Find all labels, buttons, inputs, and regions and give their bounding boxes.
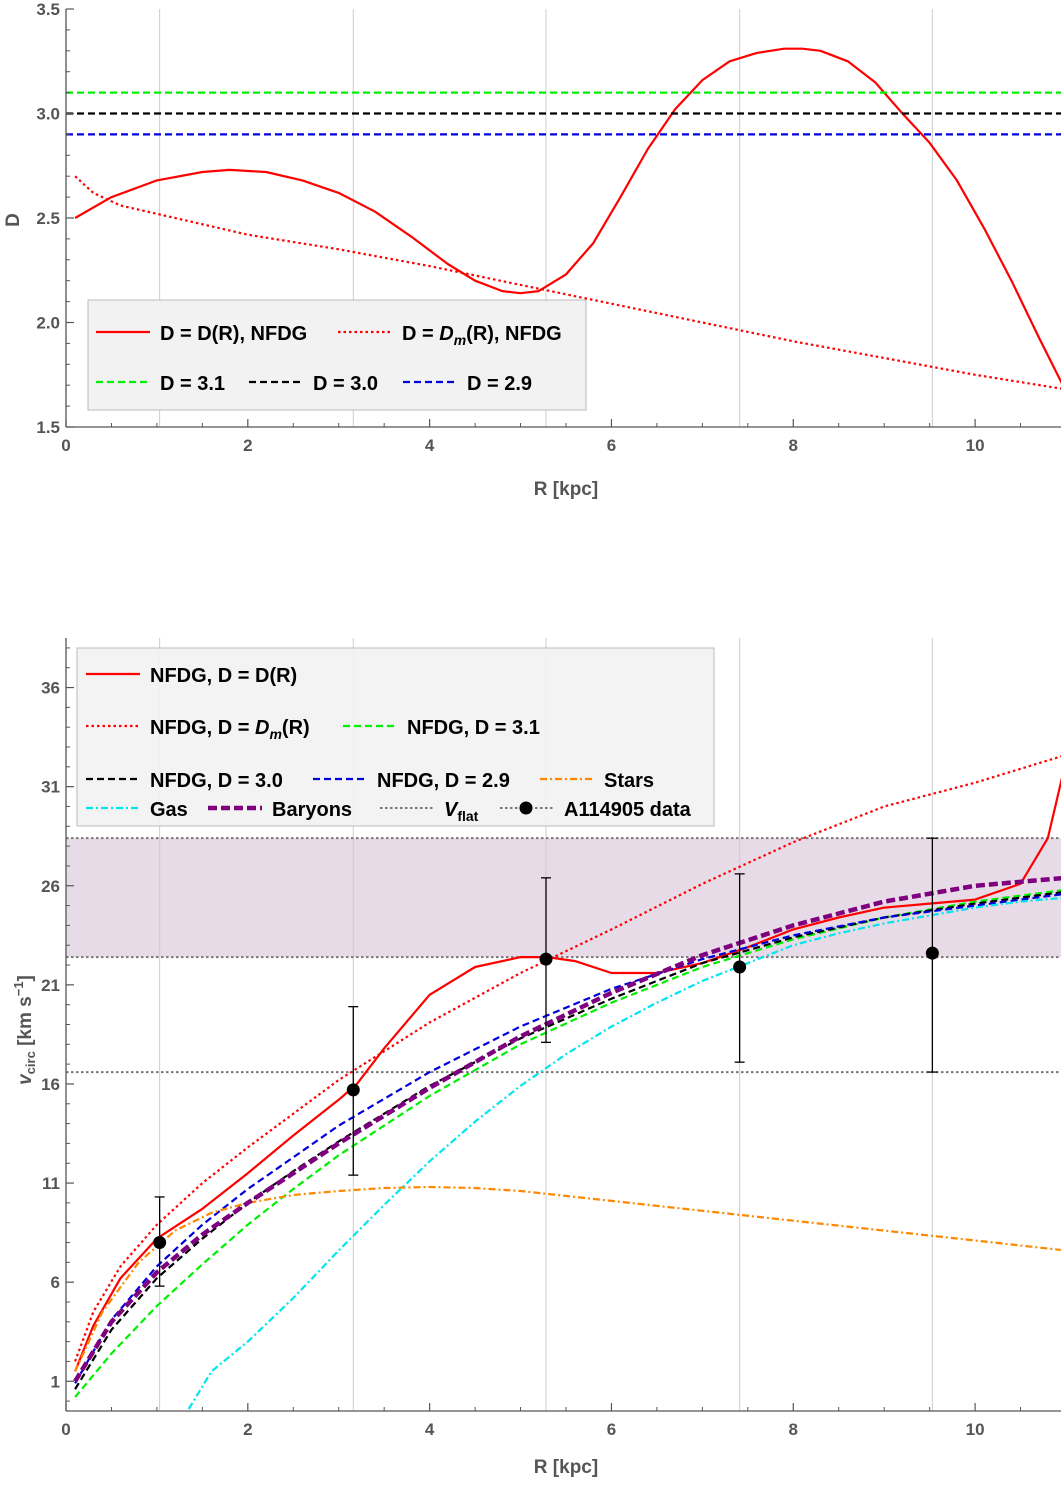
- legend-item-nfdg-2-9: NFDG, D = 2.9: [313, 770, 510, 792]
- vflat-band-fill: [66, 838, 1061, 958]
- x-tick-label: 6: [607, 436, 616, 455]
- y-tick-label: 6: [51, 1273, 60, 1292]
- legend-label: D = 3.1: [160, 373, 225, 395]
- legend-item-baryons: Baryons: [208, 799, 352, 821]
- x-tick-label: 6: [607, 1420, 616, 1439]
- series-baryons: [73, 875, 1061, 1383]
- d-profile-chart: 0 2 4 6 8 10 1.5 2.0 2.5 3.0 3.5 R [kpc] D D = D(R…: [3, 0, 1061, 500]
- data-point: [925, 946, 939, 960]
- y-tick-label: 11: [42, 1174, 60, 1193]
- y-tick-label: 1: [51, 1372, 60, 1391]
- y-axis-label: vcirc [km s−1]: [11, 975, 38, 1085]
- legend-item-d-2-9: D = 2.9: [403, 373, 532, 395]
- series-gas: [187, 896, 1061, 1410]
- y-tick-label: 21: [41, 976, 60, 995]
- x-tick-label: 0: [61, 1420, 70, 1439]
- series-d-d-r-nfdg: [74, 47, 1061, 384]
- legend-item-vflat: Vflat: [380, 799, 479, 824]
- x-tick-label: 8: [789, 1420, 798, 1439]
- legend-label: NFDG, D = 2.9: [377, 770, 510, 792]
- y-tick-label: 2.0: [36, 314, 60, 333]
- series-nfdg-d-3-1: [74, 889, 1061, 1398]
- x-tick-label: 8: [789, 436, 798, 455]
- data-points: [153, 837, 939, 1287]
- y-tick-label: 36: [41, 679, 60, 698]
- series-stars: [74, 1185, 1061, 1372]
- legend-label: D = Dm(R), NFDG: [402, 323, 562, 348]
- series-nfdg-d-3-0: [74, 891, 1061, 1390]
- legend-label: A114905 data: [564, 799, 692, 821]
- data-point: [153, 1236, 167, 1250]
- legend-item-nfdg-3-1: NFDG, D = 3.1: [343, 717, 540, 739]
- legend-box: [76, 647, 715, 827]
- legend-label: Gas: [150, 799, 188, 821]
- x-tick-label: 2: [243, 436, 252, 455]
- legend-item-gas: Gas: [86, 799, 188, 821]
- x-tick-label: 2: [243, 1420, 252, 1439]
- legend-label: NFDG, D = D(R): [150, 665, 297, 687]
- series-d-d-m-r-nfdg: [74, 175, 1061, 390]
- legend-item-d-3-1: D = 3.1: [96, 373, 225, 395]
- legend-item-d-m: D = Dm(R), NFDG: [338, 323, 562, 348]
- series-nfdg-d-d-m-r: [74, 755, 1061, 1362]
- x-tick-label: 0: [61, 436, 70, 455]
- legend-label: NFDG, D = 3.1: [407, 717, 540, 739]
- legend-box: [87, 299, 587, 411]
- x-tick-label: 4: [425, 436, 435, 455]
- series-nfdg-d-2-9: [74, 893, 1061, 1384]
- y-tick-label: 26: [41, 877, 60, 896]
- legend-label: Stars: [604, 770, 654, 792]
- x-tick-label: 10: [966, 436, 985, 455]
- y-tick-label: 3.5: [36, 0, 60, 19]
- legend: D = D(R), NFDG D = Dm(R), NFDG D = 3.1 D…: [87, 299, 587, 411]
- y-tick-label: 16: [41, 1075, 60, 1094]
- y-tick-label: 31: [41, 778, 60, 797]
- legend-label: Vflat: [444, 799, 479, 824]
- legend-label: Baryons: [272, 799, 352, 821]
- legend: NFDG, D = D(R) NFDG, D = Dm(R) NFDG, D =…: [76, 647, 715, 827]
- plot-lines: [66, 47, 1061, 390]
- legend-item-d-r: D = D(R), NFDG: [96, 323, 307, 345]
- legend-label: NFDG, D = 3.0: [150, 770, 283, 792]
- legend-item-nfdg-d-m: NFDG, D = Dm(R): [86, 717, 310, 742]
- axes: 0 2 4 6 8 10 1.5 2.0 2.5 3.0 3.5: [36, 0, 1061, 455]
- vflat-band: [66, 838, 1061, 958]
- x-tick-label: 4: [425, 1420, 435, 1439]
- y-tick-label: 1.5: [36, 418, 60, 437]
- y-tick-label: 3.0: [36, 105, 60, 124]
- y-tick-label: 2.5: [36, 209, 60, 228]
- legend-item-stars: Stars: [540, 770, 654, 792]
- x-axis-label: R [kpc]: [534, 1457, 598, 1478]
- legend-item-d-3-0: D = 3.0: [249, 373, 378, 395]
- y-axis-label: D: [3, 213, 24, 227]
- data-point: [346, 1083, 360, 1097]
- legend-marker: [519, 801, 533, 815]
- data-point: [539, 952, 553, 966]
- data-point: [733, 960, 747, 974]
- legend-item-data: A114905 data: [500, 799, 692, 821]
- legend-item-nfdg-d-r: NFDG, D = D(R): [86, 665, 297, 687]
- legend-label: D = D(R), NFDG: [160, 323, 307, 345]
- x-axis-label: R [kpc]: [534, 479, 598, 500]
- legend-label: NFDG, D = Dm(R): [150, 717, 310, 742]
- x-tick-label: 10: [966, 1420, 985, 1439]
- legend-item-nfdg-3-0: NFDG, D = 3.0: [86, 770, 283, 792]
- legend-label: D = 2.9: [467, 373, 532, 395]
- legend-label: D = 3.0: [313, 373, 378, 395]
